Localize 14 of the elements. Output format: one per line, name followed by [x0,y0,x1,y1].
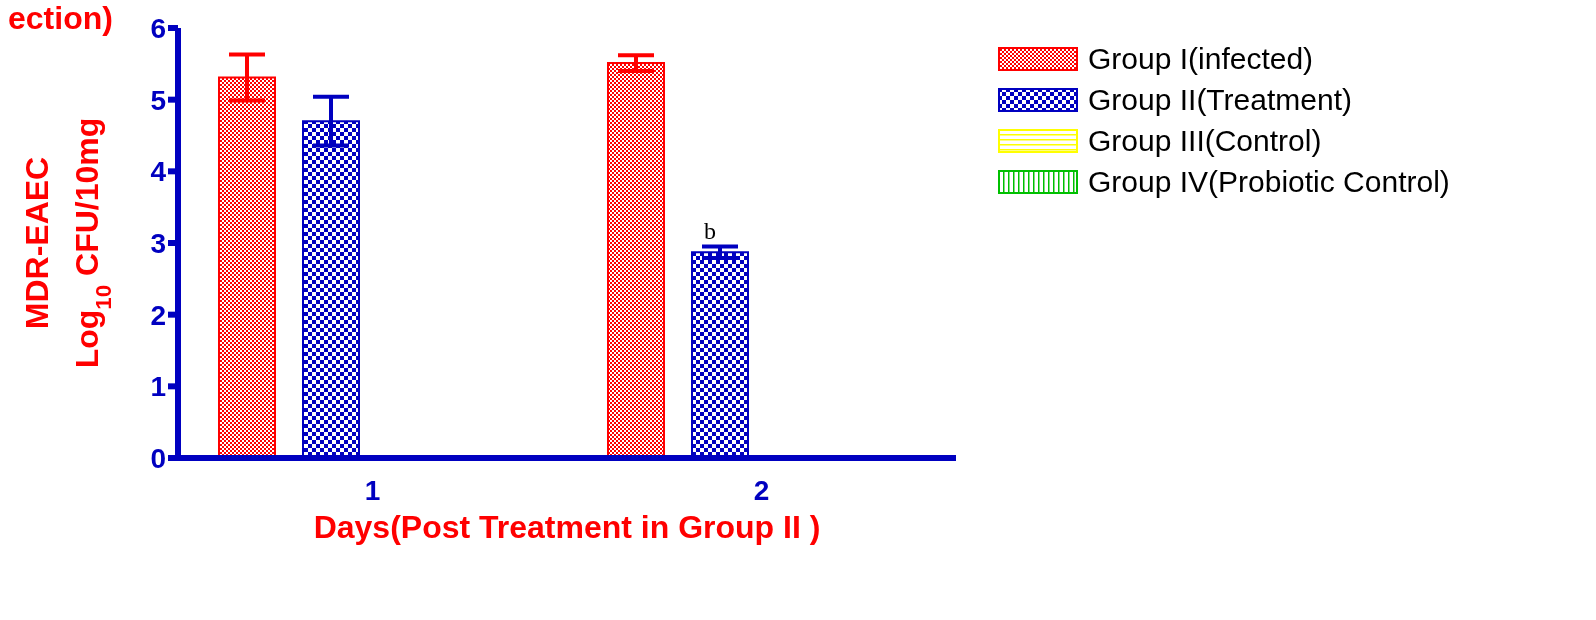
y-tick-label: 3 [150,227,166,259]
chart-title: ection) [8,0,113,37]
y-tick-label: 6 [150,12,166,44]
y-tick-label: 5 [150,84,166,116]
y-tick-label: 1 [150,371,166,403]
y-tick-label: 4 [150,156,167,188]
x-axis-title: Days(Post Treatment in Group II ) [313,509,821,545]
legend-label: Group IV(Probiotic Control) [1088,164,1450,200]
legend-label: Group III(Control) [1088,123,1322,159]
legend-label: Group II(Treatment) [1088,82,1352,118]
y-tick-label: 0 [150,442,166,474]
y-tick-label: 2 [150,299,166,331]
annotation: b [704,218,716,245]
legend-label: Group I(infected) [1088,41,1314,77]
